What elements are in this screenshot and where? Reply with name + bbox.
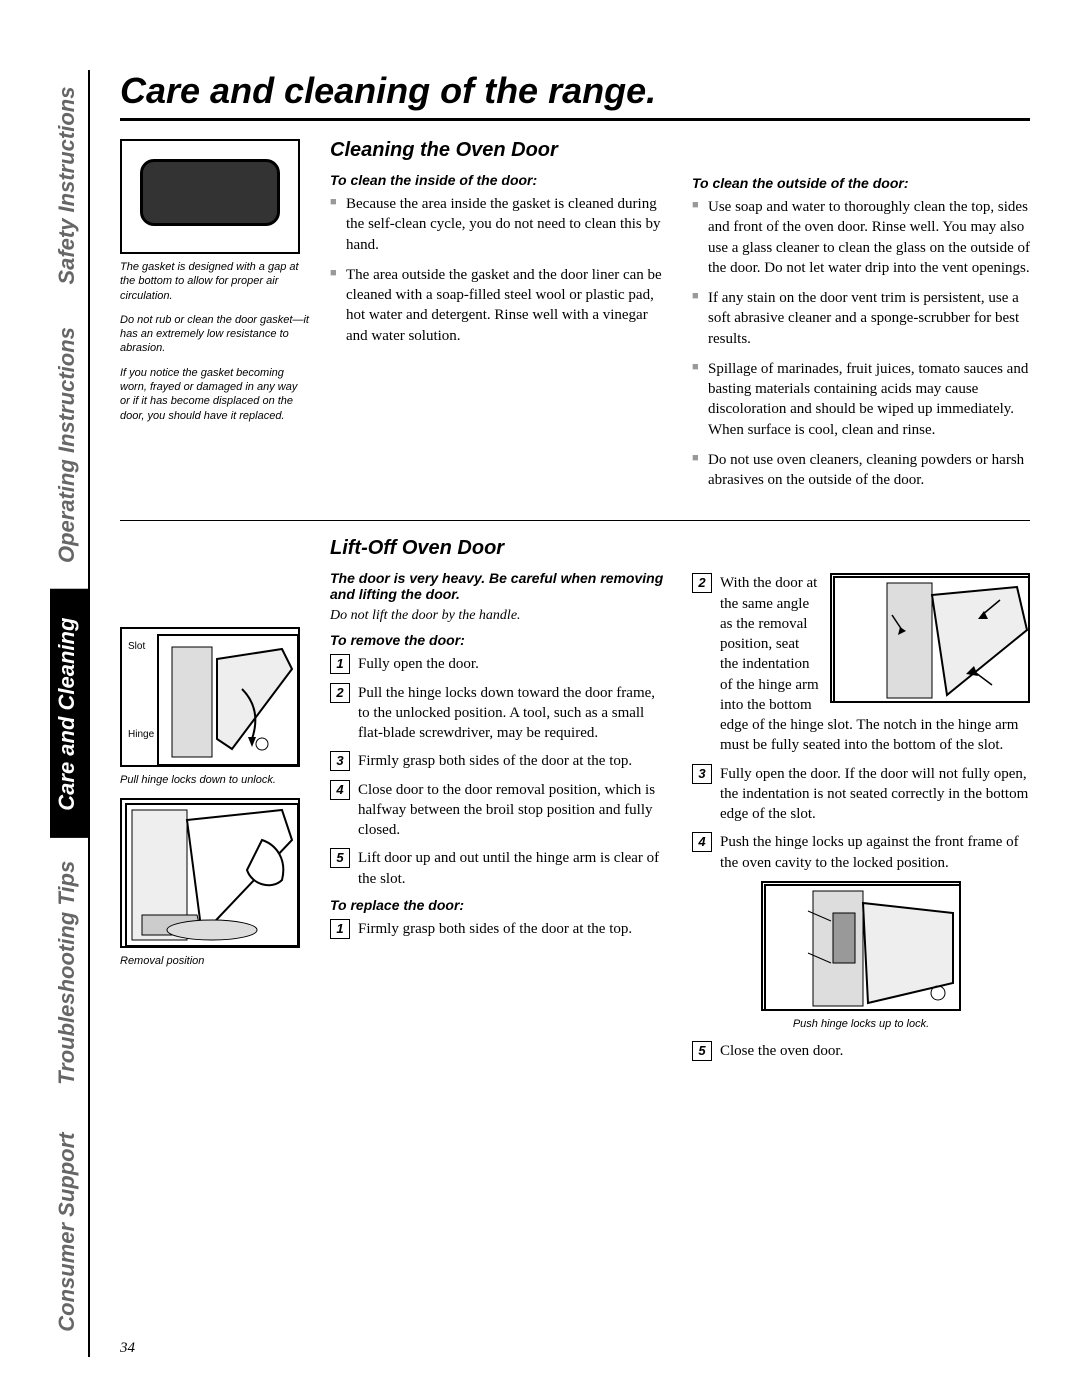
bullets-outside: Use soap and water to thoroughly clean t… [692,197,1030,490]
section-liftoff: Slot Hinge lock Pull hinge locks down to… [120,520,1030,1069]
section-cleaning-door: The gasket is designed with a gap at the… [120,139,1030,500]
tab-care[interactable]: Care and Cleaning [50,589,88,839]
col-inside: Cleaning the Oven Door To clean the insi… [330,139,668,500]
oven-door-illustration [120,139,300,254]
step-item: Fully open the door. If the door will no… [692,764,1030,825]
text-cols-2: Lift-Off Oven Door The door is very heav… [330,537,1030,1069]
tab-safety[interactable]: Safety Instructions [50,70,88,301]
note-handle: Do not lift the door by the handle. [330,608,668,624]
subhead-inside: To clean the inside of the door: [330,172,668,188]
subhead-replace: To replace the door: [330,897,668,913]
page: Safety Instructions Operating Instructio… [50,70,1030,1357]
tab-troubleshooting[interactable]: Troubleshooting Tips [50,838,88,1107]
content: Care and cleaning of the range. The gask… [90,70,1030,1357]
bullet-item: Use soap and water to thoroughly clean t… [692,197,1030,278]
steps-replace-start: Firmly grasp both sides of the door at t… [330,919,668,939]
page-title: Care and cleaning of the range. [120,70,1030,121]
col-replace: Bottom edge of slot Hinge arm Indentatio… [692,537,1030,1069]
step-item: Close the oven door. [692,1041,1030,1061]
step-item: Firmly grasp both sides of the door at t… [330,919,668,939]
col-remove: Lift-Off Oven Door The door is very heav… [330,537,668,1069]
step-item: With the door at the same angle as the r… [692,573,1030,755]
illus-col-1: The gasket is designed with a gap at the… [120,139,310,500]
warning-heavy: The door is very heavy. Be careful when … [330,570,668,602]
col-outside: To clean the outside of the door: Use so… [692,139,1030,500]
heading-cleaning-door: Cleaning the Oven Door [330,139,668,162]
caption-worn: If you notice the gasket becoming worn, … [120,366,310,423]
steps-replace-end: Close the oven door. [692,1041,1030,1061]
heading-liftoff: Lift-Off Oven Door [330,537,668,560]
bullet-item: If any stain on the door vent trim is pe… [692,288,1030,349]
hinge-unlock-illustration: Slot Hinge lock [120,627,300,767]
steps-replace-cont: With the door at the same angle as the r… [692,573,1030,873]
caption-lock: Push hinge locks up to lock. [692,1017,1030,1031]
step-item: Firmly grasp both sides of the door at t… [330,751,668,771]
step-item: Push the hinge locks up against the fron… [692,832,1030,873]
bullet-item: The area outside the gasket and the door… [330,265,668,346]
text-cols-1: Cleaning the Oven Door To clean the insi… [330,139,1030,500]
caption-gasket-gap: The gasket is designed with a gap at the… [120,260,310,303]
step-item: Close door to the door removal position,… [330,780,668,841]
hinge-lock-illustration: Hinge lock Hinge arm [761,881,961,1011]
step-item: Fully open the door. [330,654,668,674]
tab-operating[interactable]: Operating Instructions [50,301,88,589]
step-item: Pull the hinge locks down toward the doo… [330,683,668,744]
caption-removal: Removal position [120,954,310,968]
bullet-item: Do not use oven cleaners, cleaning powde… [692,450,1030,491]
removal-position-illustration [120,798,300,948]
side-tabs: Safety Instructions Operating Instructio… [50,70,90,1357]
bullet-item: Because the area inside the gasket is cl… [330,194,668,255]
step-item: Lift door up and out until the hinge arm… [330,848,668,889]
bullet-item: Spillage of marinades, fruit juices, tom… [692,359,1030,440]
illus-col-2: Slot Hinge lock Pull hinge locks down to… [120,537,310,1069]
caption-unlock: Pull hinge locks down to unlock. [120,773,310,787]
subhead-outside: To clean the outside of the door: [692,175,1030,191]
steps-remove: Fully open the door. Pull the hinge lock… [330,654,668,889]
subhead-remove: To remove the door: [330,632,668,648]
caption-no-rub: Do not rub or clean the door gasket—it h… [120,313,310,356]
tab-support[interactable]: Consumer Support [50,1107,88,1357]
page-number: 34 [120,1340,1030,1357]
bullets-inside: Because the area inside the gasket is cl… [330,194,668,346]
